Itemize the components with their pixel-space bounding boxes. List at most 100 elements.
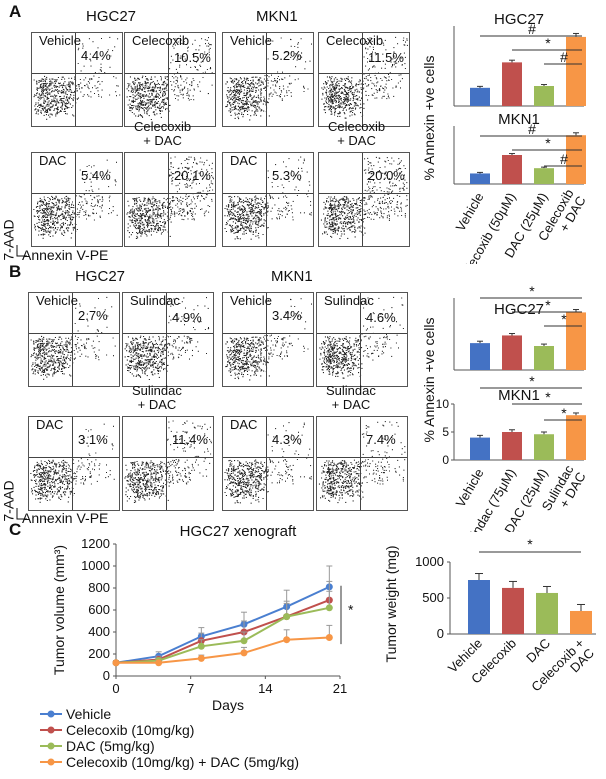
quadrant-vline xyxy=(266,153,268,246)
c-legend-label-1: Celecoxib (10mg/kg) xyxy=(66,722,194,738)
b-ytick-label-1: 0 xyxy=(442,453,449,467)
a-sig-mark-1-0: # xyxy=(528,121,536,137)
quadrant-vline xyxy=(166,293,168,386)
b-flow-pct-3: 3.4% xyxy=(272,308,302,323)
quadrant-vline xyxy=(362,33,364,126)
a-bar-1-3 xyxy=(566,135,586,184)
a-flow-plot-4 xyxy=(318,32,410,127)
b-category-label-0: Vehicle xyxy=(453,466,487,510)
a-flow-label-2: Celecoxib xyxy=(132,33,190,48)
b-flow-plot-4 xyxy=(316,292,408,387)
b-flow-density-6 xyxy=(124,420,212,503)
a-flow-pct-1: 4.4% xyxy=(81,48,111,63)
b-flow-label-7: DAC xyxy=(230,417,258,432)
quadrant-hline xyxy=(223,192,313,194)
panel-a-bar-chart: HGC27#*#MKN1#*#% Annexin +ve cellsVehicl… xyxy=(421,11,589,264)
b-category-label-3: Sulindac+ DAC xyxy=(539,462,589,513)
b-flow-pct-7: 4.3% xyxy=(272,432,302,447)
b-flow-density-5 xyxy=(30,423,115,503)
b-sig-mark-0-0: * xyxy=(529,283,535,299)
b-flow-label-2: Sulindac xyxy=(130,293,180,308)
b-flow-events-4 xyxy=(319,296,404,379)
b-bar-1-0 xyxy=(470,437,490,460)
quadrant-hline xyxy=(29,332,119,334)
b-flow-events-5 xyxy=(30,423,115,503)
c-line-series-3 xyxy=(116,636,330,664)
quadrant-vline xyxy=(72,417,74,510)
quadrant-vline xyxy=(266,33,268,126)
c-bar-ytick-label: 0 xyxy=(437,626,444,641)
b-sig-mark-1-0: * xyxy=(529,373,535,389)
a-flow-density-8 xyxy=(320,156,408,240)
quadrant-hline xyxy=(317,332,407,334)
b-subchart-title-1: MKN1 xyxy=(498,387,540,404)
a-flow-label-1: Vehicle xyxy=(39,33,81,48)
a-flow-label-8: Celecoxib + DAC xyxy=(328,119,386,148)
b-flow-plot-2 xyxy=(122,292,214,387)
quadrant-hline xyxy=(125,192,215,194)
a-flow-events-5 xyxy=(33,159,118,239)
c-line-point-2-3 xyxy=(240,637,248,645)
b-flow-pct-4: 4.6% xyxy=(366,310,396,325)
quadrant-hline xyxy=(223,456,313,458)
b-bar-0-2 xyxy=(534,346,554,370)
quadrant-vline xyxy=(266,293,268,386)
a-bar-1-0 xyxy=(470,173,490,184)
b-flow-density-3 xyxy=(225,298,312,381)
c-line-series-1 xyxy=(115,599,330,664)
a-subchart-title-0: HGC27 xyxy=(494,11,544,28)
b-flow-plot-6 xyxy=(122,416,214,511)
quadrant-hline xyxy=(223,72,313,74)
a-flow-pct-3: 5.2% xyxy=(272,48,302,63)
b-flow-plot-8 xyxy=(316,416,408,511)
b-flow-plot-1 xyxy=(28,292,120,387)
quadrant-hline xyxy=(319,192,409,194)
c-bar-2 xyxy=(536,592,558,634)
c-legend-label-2: DAC (5mg/kg) xyxy=(66,738,155,754)
quadrant-hline xyxy=(32,192,122,194)
quadrant-hline xyxy=(125,72,215,74)
a-flow-plot-8 xyxy=(318,152,410,247)
b-sig-mark-0-1: * xyxy=(545,297,551,313)
b-flow-label-3: Vehicle xyxy=(230,293,272,308)
a-flow-plot-1 xyxy=(31,32,123,127)
a-flow-pct-4: 11.5% xyxy=(368,50,404,65)
b-bar-1-2 xyxy=(534,434,554,460)
c-bar-ytick-label: 500 xyxy=(422,590,444,605)
b-subchart-title-0: HGC27 xyxy=(494,301,544,318)
c-line-point-2-5 xyxy=(325,604,333,612)
a-flow-density-2 xyxy=(126,37,213,121)
a-ylabel: % Annexin +ve cells xyxy=(421,56,437,181)
b-flow-pct-8: 7.4% xyxy=(366,432,396,447)
b-flow-label-8: Sulindac + DAC xyxy=(326,383,376,412)
c-line-ytick-label: 400 xyxy=(88,624,110,639)
c-legend-label-0: Vehicle xyxy=(66,706,111,722)
panel-b-axis-arrow-icon xyxy=(16,508,27,520)
c-line-ytick-label: 0 xyxy=(103,668,110,683)
a-flow-plot-3 xyxy=(222,32,314,127)
panel-a-heading-mkn1: MKN1 xyxy=(256,8,298,25)
quadrant-vline xyxy=(266,417,268,510)
c-line-point-3-0 xyxy=(112,659,120,667)
b-flow-plot-5 xyxy=(28,416,120,511)
panel-b-heading-hgc27: HGC27 xyxy=(75,268,126,285)
c-line-sig-mark: * xyxy=(348,601,354,617)
panel-c-line-chart: HGC27 xenograft 0 200 400 600 800 1000 1200 0 7 14… xyxy=(40,523,354,770)
c-line-point-3-5 xyxy=(325,634,333,641)
panel-c-letter: C xyxy=(9,520,22,539)
a-flow-plot-5 xyxy=(31,152,123,247)
a-flow-pct-2: 10.5% xyxy=(174,50,211,65)
a-bar-0-3 xyxy=(566,36,586,107)
b-bar-1-1 xyxy=(502,432,522,460)
b-flow-plot-7 xyxy=(222,416,314,511)
b-flow-events-7 xyxy=(224,422,312,504)
a-sig-mark-1-2: # xyxy=(560,151,568,167)
c-legend-marker-0 xyxy=(47,710,55,718)
b-ytick-label-1: 5 xyxy=(442,425,449,439)
a-category-text-0-0: Vehicle xyxy=(453,190,487,234)
quadrant-hline xyxy=(223,332,313,334)
quadrant-vline xyxy=(360,293,362,386)
b-flow-density-8 xyxy=(318,421,406,504)
a-flow-pct-8: 20.0% xyxy=(368,168,405,183)
